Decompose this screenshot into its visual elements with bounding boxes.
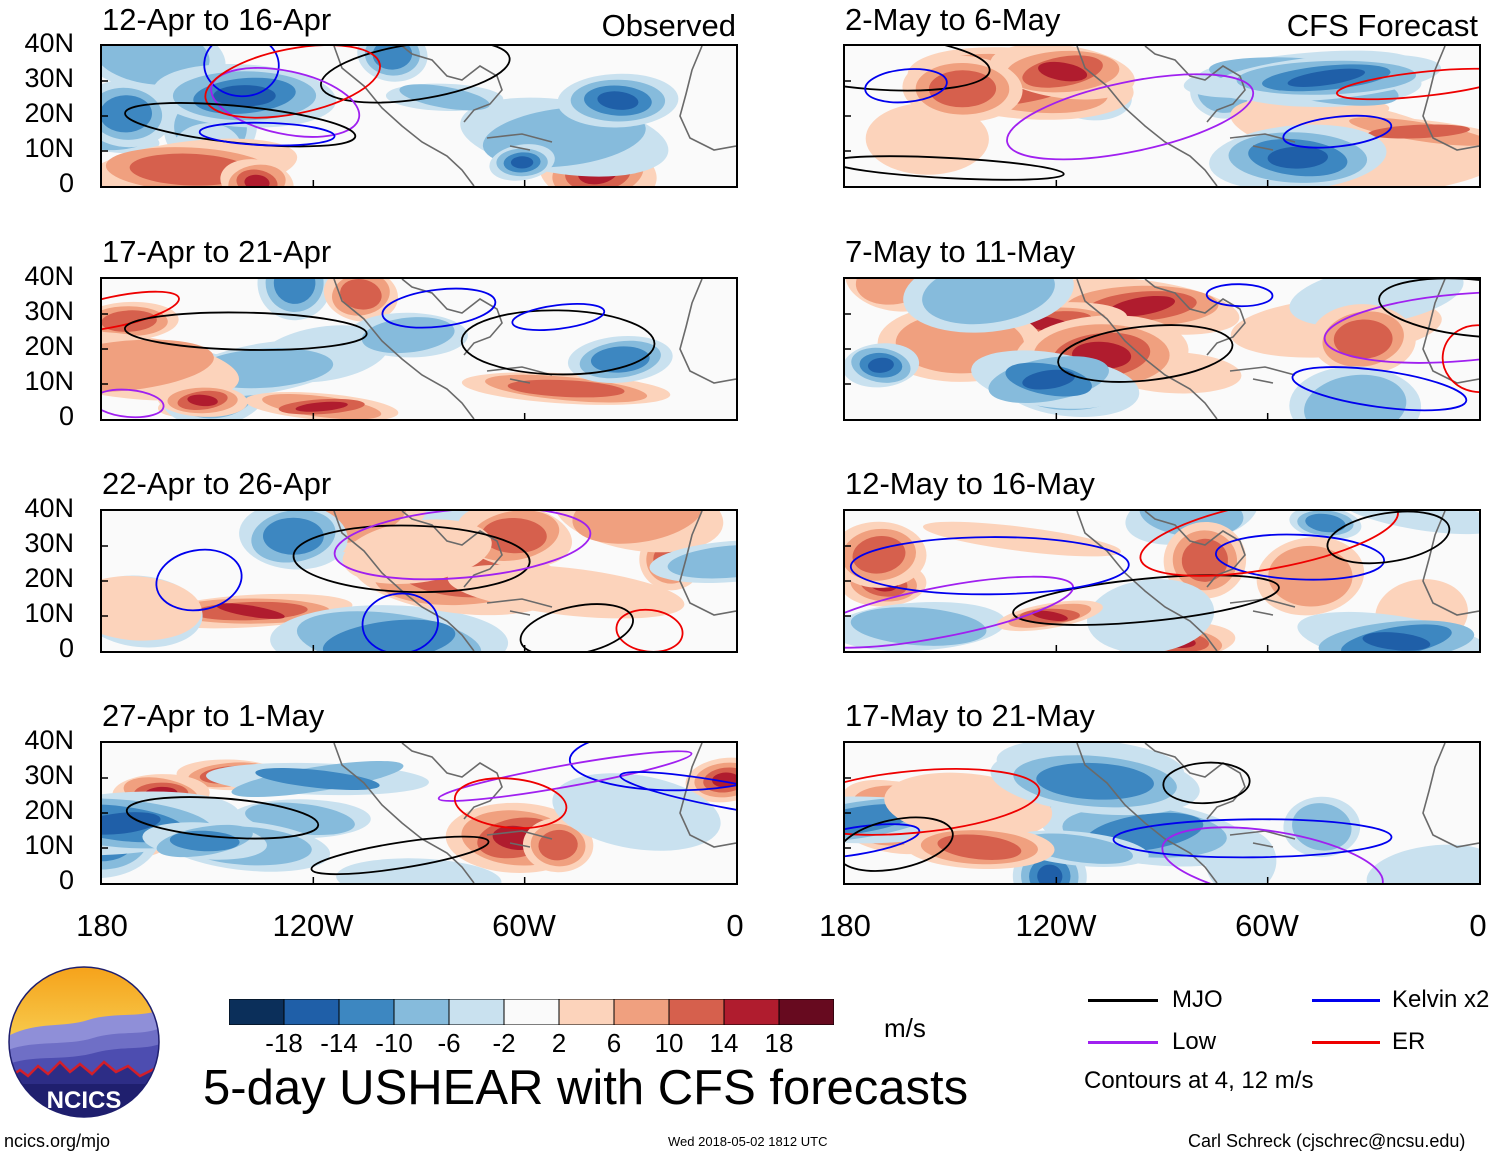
map-panel-fcst-1	[843, 44, 1481, 188]
lat-tick-40n-row4: 40N	[24, 725, 74, 755]
panel-title-fcst-4: 17-May to 21-May	[845, 698, 1095, 733]
lat-tick-30n-row2: 30N	[24, 296, 74, 326]
legend-label-low: Low	[1172, 1028, 1217, 1055]
legend-line-er	[1312, 1041, 1380, 1044]
map-panel-fcst-4	[843, 741, 1481, 885]
lat-tick-0-row1: 0	[58, 168, 74, 198]
map-panel-obs-3	[100, 509, 738, 653]
lon-tick-0-left: 0	[726, 908, 744, 943]
colorbar-label: -2	[492, 1028, 516, 1058]
colorbar-label: 14	[709, 1028, 739, 1058]
legend-note: Contours at 4, 12 m/s	[1084, 1067, 1314, 1094]
colorbar-bin-8	[668, 998, 725, 1026]
colorbar-bin-0	[228, 998, 285, 1026]
colorbar-bin-5	[503, 998, 560, 1026]
map-panel-obs-2	[100, 277, 738, 421]
colorbar-label: 6	[606, 1028, 622, 1058]
lat-tick-40n-row2: 40N	[24, 261, 74, 291]
colorbar-bin-7	[613, 998, 670, 1026]
main-title: 5-day USHEAR with CFS forecasts	[203, 1061, 969, 1115]
observed-header: Observed	[601, 8, 736, 43]
panel-title-fcst-2: 7-May to 11-May	[845, 234, 1076, 269]
lat-tick-20n-row1: 20N	[24, 98, 74, 128]
colorbar-label: -18	[265, 1028, 303, 1058]
lon-tick-0-right: 0	[1469, 908, 1487, 943]
lat-tick-30n-row3: 30N	[24, 528, 74, 558]
panel-title-obs-1: 12-Apr to 16-Apr	[102, 2, 332, 37]
lat-tick-40n-row3: 40N	[24, 493, 74, 523]
map-panel-obs-4	[100, 741, 738, 885]
colorbar-label: 18	[764, 1028, 794, 1058]
colorbar-label: 10	[654, 1028, 684, 1058]
lat-tick-30n-row4: 30N	[24, 760, 74, 790]
colorbar-bin-3	[393, 998, 450, 1026]
panel-title-fcst-3: 12-May to 16-May	[845, 466, 1095, 501]
lat-tick-40n-row1: 40N	[24, 28, 74, 58]
lon-tick-60w-left: 60W	[492, 908, 556, 943]
footer-timestamp: Wed 2018-05-02 1812 UTC	[668, 1134, 828, 1149]
lat-tick-10n-row3: 10N	[24, 598, 74, 628]
colorbar-bin-9	[723, 998, 780, 1026]
ncics-logo: NCICS	[8, 966, 160, 1118]
map-panel-fcst-2	[843, 277, 1481, 421]
map-panel-obs-1	[100, 44, 738, 188]
lat-tick-0-row2: 0	[58, 401, 74, 431]
legend-label-mjo: MJO	[1172, 986, 1223, 1013]
panel-title-obs-4: 27-Apr to 1-May	[102, 698, 325, 733]
lon-tick-180-left: 180	[76, 908, 128, 943]
map-panel-fcst-3	[843, 509, 1481, 653]
panel-title-obs-3: 22-Apr to 26-Apr	[102, 466, 332, 501]
colorbar-bin-2	[338, 998, 395, 1026]
lat-tick-10n-row2: 10N	[24, 366, 74, 396]
lat-tick-0-row3: 0	[58, 633, 74, 663]
lat-tick-20n-row4: 20N	[24, 795, 74, 825]
panel-title-obs-2: 17-Apr to 21-Apr	[102, 234, 332, 269]
colorbar-bin-4	[448, 998, 505, 1026]
lon-tick-60w-right: 60W	[1235, 908, 1299, 943]
lon-tick-120w-left: 120W	[272, 908, 354, 943]
colorbar	[228, 998, 835, 1026]
lat-tick-10n-row4: 10N	[24, 830, 74, 860]
legend-line-low	[1088, 1041, 1158, 1044]
lat-tick-0-row4: 0	[58, 865, 74, 895]
colorbar-label: -6	[437, 1028, 461, 1058]
lat-tick-20n-row2: 20N	[24, 331, 74, 361]
colorbar-label: -10	[375, 1028, 413, 1058]
footer-author: Carl Schreck (cjschrec@ncsu.edu)	[1188, 1131, 1466, 1151]
colorbar-bin-10	[778, 998, 835, 1026]
colorbar-units: m/s	[884, 1013, 926, 1043]
legend-line-kelvin	[1312, 999, 1380, 1002]
lon-tick-180-right: 180	[819, 908, 871, 943]
legend-line-mjo	[1088, 999, 1158, 1002]
ncics-logo-text: NCICS	[47, 1087, 122, 1114]
colorbar-label: 2	[551, 1028, 567, 1058]
colorbar-bin-6	[558, 998, 615, 1026]
lon-tick-120w-right: 120W	[1015, 908, 1097, 943]
lat-tick-30n-row1: 30N	[24, 63, 74, 93]
footer-website[interactable]: ncics.org/mjo	[4, 1131, 111, 1151]
legend-label-kelvin: Kelvin x2	[1392, 986, 1490, 1013]
cfs-forecast-header: CFS Forecast	[1286, 8, 1478, 43]
lat-tick-20n-row3: 20N	[24, 563, 74, 593]
lat-tick-10n-row1: 10N	[24, 133, 74, 163]
colorbar-bin-1	[283, 998, 340, 1026]
panel-title-fcst-1: 2-May to 6-May	[845, 2, 1061, 37]
legend-label-er: ER	[1392, 1028, 1426, 1055]
colorbar-label: -14	[320, 1028, 358, 1058]
